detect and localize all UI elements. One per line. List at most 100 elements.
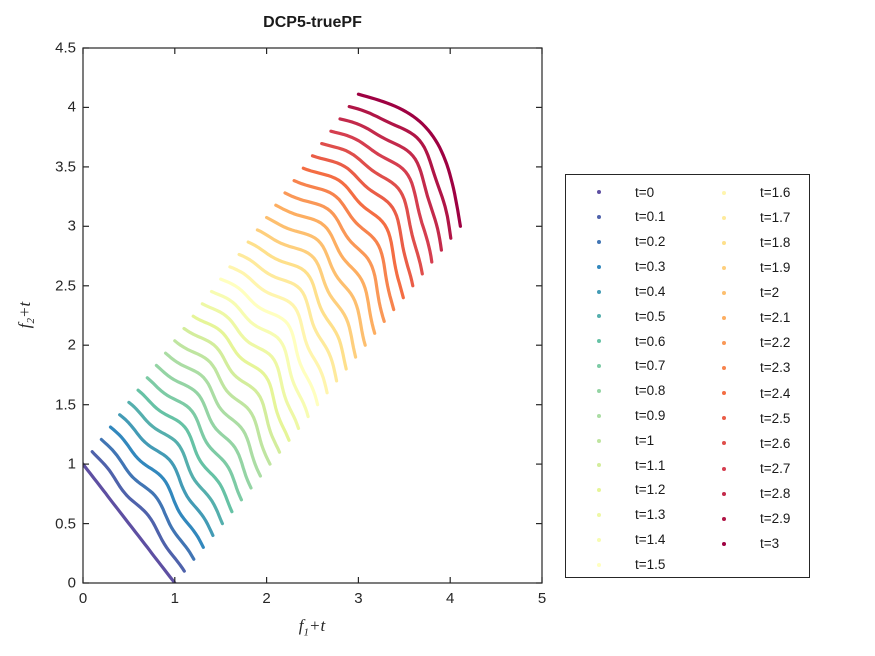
- legend-dot-marker-icon: [597, 339, 601, 344]
- y-axis-label-rest: +t: [14, 301, 34, 318]
- legend-entry-t=3: t=3: [722, 531, 790, 556]
- series-t=2.3: [292, 179, 396, 312]
- y-tick-label-2.5: 2.5: [55, 277, 76, 295]
- y-tick-label-4.5: 4.5: [55, 39, 76, 57]
- legend-dot-marker-icon: [597, 488, 601, 493]
- legend-label: t=1.9: [760, 260, 791, 276]
- x-tick-label-1: 1: [170, 590, 179, 607]
- series-t=0.8: [154, 363, 253, 490]
- legend-entry-t=0.2: t=0.2: [597, 230, 691, 255]
- legend-dot-marker-icon: [597, 264, 601, 269]
- y-tick-label-1: 1: [67, 455, 76, 473]
- legend-label: t=0.5: [635, 308, 666, 324]
- series-t=0.9: [164, 351, 262, 478]
- legend-dot-marker-icon: [722, 341, 726, 346]
- legend-label: t=0.1: [635, 209, 666, 225]
- legend-entry-t=0.3: t=0.3: [597, 254, 691, 279]
- series-t=1.6: [228, 265, 329, 395]
- series-t=0.2: [99, 437, 196, 561]
- legend-dot-marker-icon: [597, 438, 601, 443]
- y-axis-label-f: f: [14, 323, 34, 329]
- legend-dot-marker-icon: [597, 190, 601, 195]
- legend-label: t=0.2: [635, 234, 666, 250]
- legend-entry-t=0.4: t=0.4: [597, 279, 691, 304]
- legend-label: t=1.1: [635, 457, 666, 473]
- legend-entry-t=2.5: t=2.5: [722, 406, 790, 431]
- legend-label: t=2.7: [760, 460, 791, 476]
- legend-dot-marker-icon: [722, 240, 726, 245]
- legend-label: t=3: [760, 536, 780, 552]
- series-t=1.8: [246, 240, 348, 371]
- y-axis-label-sub: 2: [25, 317, 38, 324]
- x-tick-label-4: 4: [446, 590, 455, 607]
- series-t=2.5: [310, 154, 415, 288]
- legend-dot-marker-icon: [597, 240, 601, 245]
- x-tick-label-0: 0: [78, 590, 88, 607]
- series-t=2.7: [329, 129, 434, 264]
- legend-label: t=0: [635, 184, 655, 200]
- legend-entry-t=1.7: t=1.7: [722, 205, 790, 230]
- series-t=2.8: [338, 117, 443, 252]
- y-axis-label: f2+t: [15, 302, 37, 328]
- legend-dot-marker-icon: [722, 516, 726, 521]
- legend-label: t=2.6: [760, 435, 791, 451]
- legend-label: t=1.5: [635, 556, 666, 572]
- legend-entry-t=1.9: t=1.9: [722, 255, 790, 280]
- x-tick-label-2: 2: [262, 590, 271, 607]
- legend-box: t=0 t=0.1 t=0.2 t=0.3 t=0.4 t=0.5 t=0.6 t=0.7 t=…: [565, 174, 810, 578]
- legend-dot-marker-icon: [597, 512, 601, 517]
- series-t=3: [356, 92, 462, 228]
- x-tick-label-3: 3: [354, 590, 363, 607]
- legend-dot-marker-icon: [722, 290, 726, 295]
- legend-label: t=2.8: [760, 485, 791, 501]
- y-tick-label-2: 2: [67, 336, 76, 354]
- legend-dot-marker-icon: [597, 364, 601, 369]
- legend-label: t=1.3: [635, 507, 666, 523]
- legend-column-1: t=0 t=0.1 t=0.2 t=0.3 t=0.4 t=0.5 t=0.6 t=0.7 t=…: [566, 180, 691, 577]
- legend-label: t=2.4: [760, 385, 791, 401]
- y-tick-label-1.5: 1.5: [55, 396, 76, 414]
- axes-border: [82, 47, 543, 584]
- legend-entry-t=0.7: t=0.7: [597, 354, 691, 379]
- legend-entry-t=0.1: t=0.1: [597, 205, 691, 230]
- legend-entry-t=2.4: t=2.4: [722, 381, 790, 406]
- legend-dot-marker-icon: [722, 441, 726, 446]
- legend-entry-t=0.8: t=0.8: [597, 379, 691, 404]
- legend-label: t=2: [760, 285, 780, 301]
- series-t=1.4: [209, 289, 310, 419]
- legend-entry-t=2.6: t=2.6: [722, 431, 790, 456]
- legend-entry-t=0.9: t=0.9: [597, 403, 691, 428]
- legend-dot-marker-icon: [597, 314, 601, 319]
- y-tick-label-3.5: 3.5: [55, 158, 76, 176]
- legend-entry-t=1.3: t=1.3: [597, 503, 691, 528]
- series-t=2.4: [301, 166, 405, 300]
- legend-entry-t=0.6: t=0.6: [597, 329, 691, 354]
- legend-label: t=1.2: [635, 482, 666, 498]
- y-tick-label-0.5: 0.5: [55, 515, 76, 533]
- legend-dot-marker-icon: [722, 190, 726, 195]
- legend-dot-marker-icon: [722, 316, 726, 321]
- x-axis-label: f1+t: [299, 616, 325, 638]
- series-t=1.2: [191, 314, 291, 442]
- legend-entry-t=2.8: t=2.8: [722, 481, 790, 506]
- legend-dot-marker-icon: [722, 215, 726, 220]
- legend-label: t=2.1: [760, 310, 791, 326]
- legend-dot-marker-icon: [722, 391, 726, 396]
- series-t=1.9: [255, 228, 358, 359]
- legend-label: t=2.5: [760, 410, 791, 426]
- legend-label: t=0.8: [635, 383, 666, 399]
- legend-label: t=0.9: [635, 407, 666, 423]
- series-group: [83, 92, 462, 583]
- series-t=2.9: [347, 105, 453, 240]
- legend-dot-marker-icon: [597, 215, 601, 220]
- series-t=0.1: [90, 450, 186, 573]
- y-tick-label-0: 0: [67, 574, 76, 592]
- x-axis-label-rest: +t: [309, 616, 326, 635]
- x-axis-label-sub: 1: [303, 626, 310, 639]
- legend-dot-marker-icon: [722, 416, 726, 421]
- y-tick-label-3: 3: [67, 217, 76, 235]
- legend-entry-t=2: t=2: [722, 280, 790, 305]
- series-t=1.3: [200, 302, 301, 430]
- legend-dot-marker-icon: [722, 466, 726, 471]
